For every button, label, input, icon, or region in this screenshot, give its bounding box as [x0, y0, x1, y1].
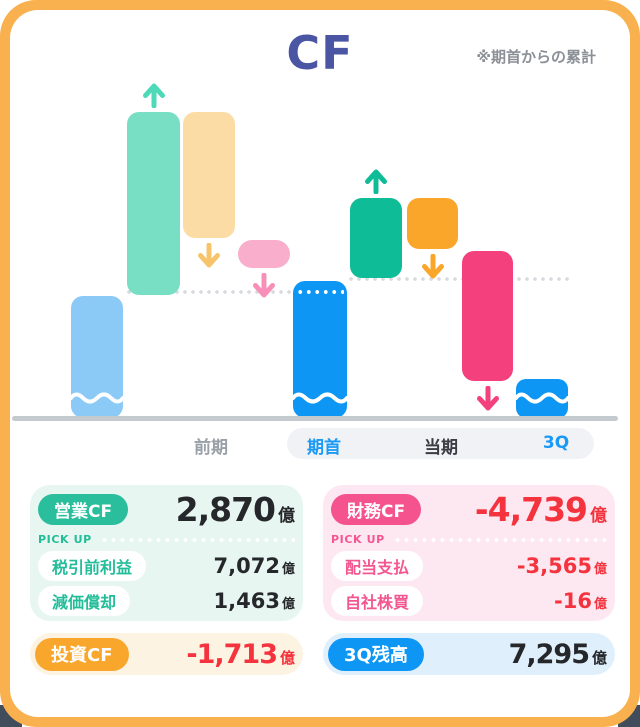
operating-cf-card: 営業CF 2,870 億 PICK UP 税引前利益 7,072 億 減価償却 1,…	[30, 485, 303, 621]
page-title: CF	[286, 26, 354, 80]
current-operating-cf-bar	[350, 198, 402, 278]
baseline-dotted-line	[125, 290, 347, 294]
wave-break	[514, 392, 570, 404]
unit-label: 億	[279, 648, 295, 667]
unit-label: 億	[593, 562, 607, 577]
unit-label: 億	[593, 597, 607, 612]
dotted-separator	[99, 537, 295, 542]
pretax-profit-value: 7,072 億	[213, 554, 295, 578]
unit-label: 億	[281, 597, 295, 612]
up-arrow-icon	[142, 82, 166, 112]
financing-cf-pill: 財務CF	[331, 493, 422, 525]
q3-balance-value: 7,295 億	[508, 638, 607, 670]
axis-label-前期: 前期	[194, 438, 228, 458]
q3-balance-card: 3Q残高 7,295 億	[323, 633, 615, 675]
pickup-label: PICK UP	[38, 533, 92, 546]
q3-ending-balance-bar	[514, 379, 570, 418]
prev-financing-cf-bar	[238, 240, 290, 268]
down-arrow-icon	[421, 253, 445, 284]
financing-cf-value: -4,739 億	[474, 489, 607, 529]
prev-investing-cf-bar	[183, 112, 235, 238]
pickup-item: 税引前利益 7,072 億	[38, 551, 295, 581]
q3-balance-pill: 3Q残高	[328, 637, 424, 671]
unit-label: 億	[591, 648, 607, 667]
baseline-dotted-line	[347, 277, 569, 281]
pickup-item: 配当支払 -3,565 億	[331, 551, 607, 581]
current-investing-cf-bar	[407, 198, 458, 249]
baseline-dotted-overlay	[296, 290, 344, 294]
dividend-value: -3,565 億	[516, 554, 607, 578]
pickup-label: PICK UP	[331, 533, 385, 546]
investing-cf-value: -1,713 億	[186, 638, 295, 670]
axis-label-期首: 期首	[307, 438, 341, 458]
prev-start-balance-bar	[69, 296, 125, 418]
axis-label-3Q: 3Q	[542, 433, 570, 453]
unit-label: 億	[281, 562, 295, 577]
pretax-profit-pill: 税引前利益	[38, 551, 147, 581]
axis-label-pill	[287, 428, 594, 459]
operating-cf-pill: 営業CF	[38, 493, 129, 525]
unit-label: 億	[278, 505, 295, 526]
operating-cf-value: 2,870 億	[175, 489, 295, 529]
cumulative-note: ※期首からの累計	[476, 48, 596, 66]
axis-label-当期: 当期	[424, 438, 458, 458]
kishu-start-balance-bar	[291, 281, 349, 418]
unit-label: 億	[590, 505, 607, 526]
investing-cf-pill: 投資CF	[35, 637, 129, 671]
buyback-pill: 自社株買	[331, 586, 424, 616]
up-arrow-icon	[364, 168, 388, 198]
prev-operating-cf-bar	[127, 112, 180, 295]
x-axis	[12, 416, 618, 421]
wave-break	[291, 392, 349, 404]
pickup-item: 自社株買 -16 億	[331, 586, 607, 616]
down-arrow-icon	[197, 242, 221, 273]
pickup-item: 減価償却 1,463 億	[38, 586, 295, 616]
pickup-header: PICK UP	[38, 533, 295, 546]
wave-break	[69, 392, 125, 404]
down-arrow-icon	[476, 385, 500, 416]
buyback-value: -16 億	[554, 589, 607, 613]
financing-cf-card: 財務CF -4,739 億 PICK UP 配当支払 -3,565 億 自社株買 -…	[323, 485, 615, 621]
dotted-separator	[392, 537, 607, 542]
pickup-header: PICK UP	[331, 533, 607, 546]
depreciation-pill: 減価償却	[38, 586, 131, 616]
dividend-pill: 配当支払	[331, 551, 424, 581]
depreciation-value: 1,463 億	[213, 589, 295, 613]
down-arrow-icon	[252, 272, 276, 303]
current-financing-cf-bar	[462, 251, 513, 381]
investing-cf-card: 投資CF -1,713 億	[30, 633, 303, 675]
